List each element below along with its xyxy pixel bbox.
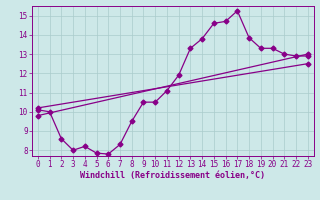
X-axis label: Windchill (Refroidissement éolien,°C): Windchill (Refroidissement éolien,°C) [80, 171, 265, 180]
